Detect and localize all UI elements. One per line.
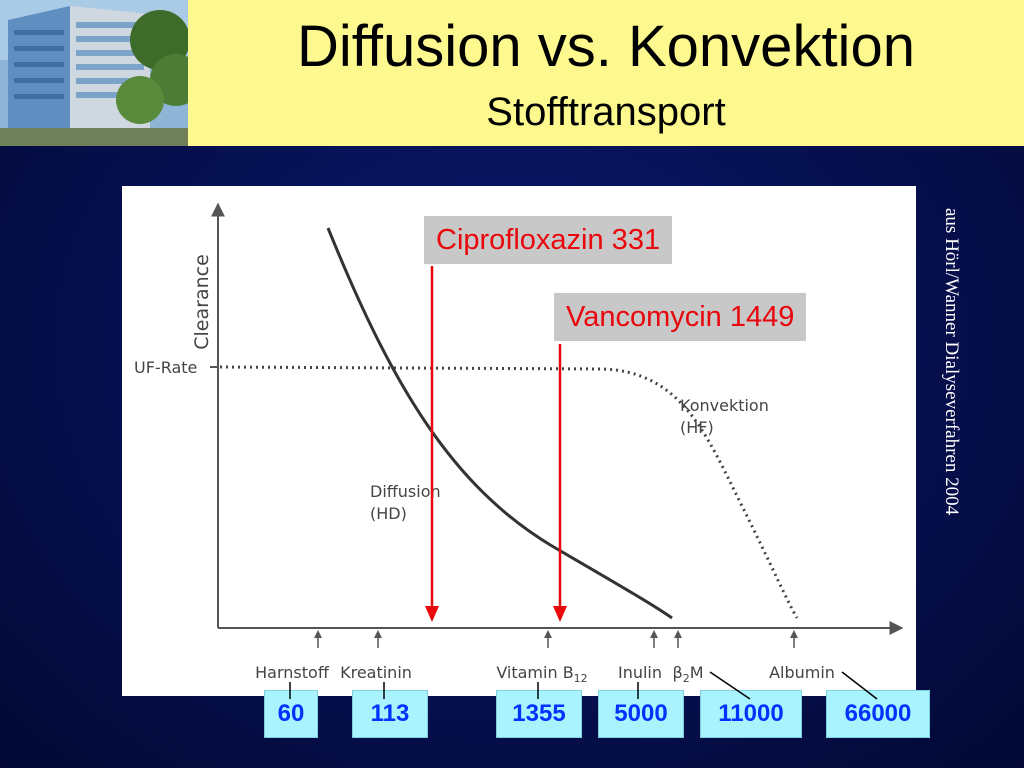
marker-arrowhead [374,630,382,638]
marker-label: Inulin [618,663,662,682]
arrowhead-ciprofloxazin [425,606,439,622]
mw-box: 5000 [598,690,684,738]
building-photo [0,0,188,146]
arrowhead-vancomycin [553,606,567,622]
marker-label: Kreatinin [340,663,412,682]
clearance-chart: Clearance UF-Rate Diffusion (HD) Konvekt… [134,202,904,685]
marker-arrowhead [314,630,322,638]
marker-label: Harnstoff [255,663,330,682]
mw-box: 1355 [496,690,582,738]
mw-box: 113 [352,690,428,738]
uf-rate-label: UF-Rate [134,358,197,377]
marker-arrowhead [544,630,552,638]
marker-arrowhead [650,630,658,638]
series-konvektion-label: Konvektion (HF) [680,396,774,437]
substance-markers: Harnstoff Kreatinin Vitamin B12 Inulin β2M Al… [255,630,835,685]
marker-label: Albumin [769,663,835,682]
slide-title: Diffusion vs. Konvektion [297,14,915,79]
marker-label: Vitamin B12 [496,663,587,685]
series-diffusion-label: Diffusion (HD) [370,482,446,523]
mw-box: 66000 [826,690,930,738]
source-note: aus Hörl/Wanner Dialyseverfahren 2004 [941,208,962,516]
slide-subtitle: Stofftransport [486,90,726,134]
y-axis-label: Clearance [191,254,213,350]
marker-arrowhead [674,630,682,638]
callout-ciprofloxazin: Ciprofloxazin 331 [424,216,673,264]
series-konvektion-line [219,365,799,619]
header-band: Diffusion vs. Konvektion Stofftransport [0,0,1024,146]
marker-label: β2M [672,663,703,685]
mw-box: 11000 [700,690,802,738]
marker-arrowhead [790,630,798,638]
series-diffusion-line [326,227,673,620]
chart-panel: Clearance UF-Rate Diffusion (HD) Konvekt… [122,186,916,696]
callout-vancomycin: Vancomycin 1449 [554,293,807,341]
mw-box: 60 [264,690,318,738]
